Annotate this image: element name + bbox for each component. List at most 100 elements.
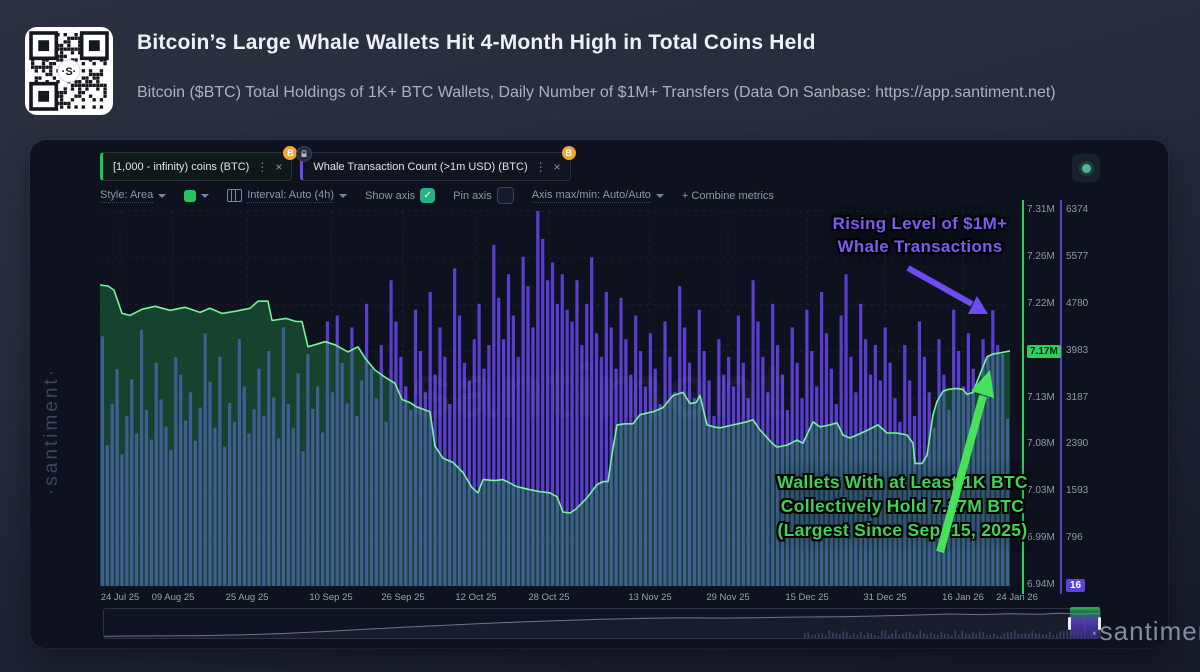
whale-tx-bar — [379, 345, 383, 586]
whale-tx-bar — [154, 362, 158, 586]
date-tick-label: 12 Oct 25 — [455, 592, 497, 603]
whale-tx-bar — [443, 356, 447, 586]
whale-tx-bar — [272, 397, 276, 586]
annotation-wallet-holdings: Wallets With at Least 1K BTC Collectivel… — [730, 470, 1075, 542]
whale-tx-bar — [203, 333, 207, 586]
whale-tx-bar — [727, 356, 731, 586]
whale-tx-bar — [276, 438, 281, 586]
axis-tick-label: 5577 — [1066, 250, 1089, 262]
whale-tx-bar — [325, 321, 330, 586]
whale-tx-bar — [340, 362, 344, 586]
metric-chip-holdings[interactable]: [1,000 - infinity) coins (BTC) ⋮ × B — [100, 146, 298, 181]
whale-tx-bar — [986, 356, 990, 586]
date-tick-label: 24 Jul 25 — [100, 592, 140, 603]
whale-tx-bar — [604, 292, 608, 586]
date-tick-label: 15 Dec 25 — [785, 592, 829, 603]
axis-maxmin-dropdown[interactable]: Axis max/min: Auto/Auto — [531, 188, 664, 203]
whale-tx-bar — [849, 356, 853, 586]
chip-close-icon[interactable]: × — [553, 159, 561, 174]
date-tick-label: 13 Nov 25 — [628, 592, 672, 603]
whale-tx-bar — [780, 374, 785, 586]
annotation-line: Collectively Hold 7.17M BTC — [780, 496, 1025, 516]
show-axis-toggle[interactable]: Show axis ✓ — [365, 188, 436, 203]
bitcoin-badge-icon: B — [561, 146, 576, 160]
whale-tx-bar — [736, 315, 741, 586]
show-axis-label: Show axis — [365, 189, 416, 202]
whale-tx-bar — [741, 362, 745, 586]
show-axis-checkbox[interactable]: ✓ — [420, 188, 436, 203]
minimap-handle-left[interactable] — [1068, 617, 1072, 630]
chip-menu-icon[interactable]: ⋮ — [534, 159, 547, 174]
live-indicator-button[interactable] — [1072, 154, 1100, 182]
holdings-current-badge: 7.17M — [1027, 344, 1061, 358]
metric-chip-transactions[interactable]: Whale Transaction Count (>1m USD) (BTC) … — [296, 146, 576, 181]
axis-tick-label: 7.03M — [1027, 485, 1055, 497]
whale-tx-bar — [585, 303, 589, 586]
annotation-line: (Largest Since Sep. 15, 2025) — [777, 520, 1028, 540]
whale-tx-bar — [433, 374, 437, 586]
page-title: Bitcoin’s Large Whale Wallets Hit 4-Mont… — [137, 31, 816, 54]
color-dropdown[interactable] — [184, 189, 210, 202]
whale-tx-bar — [932, 427, 936, 586]
holdings-area — [100, 285, 1010, 586]
whale-tx-bar — [208, 381, 212, 586]
whale-tx-bar — [868, 374, 873, 586]
whale-tx-bar — [389, 280, 393, 586]
whale-tx-bar — [267, 351, 271, 586]
chip-menu-icon[interactable]: ⋮ — [256, 159, 269, 174]
whale-tx-bar — [404, 386, 408, 586]
whale-tx-bar — [110, 404, 114, 586]
whale-tx-bar — [183, 420, 188, 586]
pin-axis-toggle[interactable]: Pin axis — [453, 187, 514, 204]
minimap-handle-right[interactable] — [1098, 617, 1101, 630]
side-brand-text: ·santiment· — [41, 366, 62, 496]
whale-tx-bar — [653, 368, 657, 586]
date-axis: 24 Jul 25 09 Aug 25 25 Aug 25 10 Sep 25 26 S… — [100, 592, 1038, 606]
whale-tx-bar — [912, 415, 917, 586]
whale-tx-bar — [242, 386, 246, 586]
whale-tx-bar — [991, 310, 995, 586]
whale-tx-bar — [766, 392, 770, 586]
svg-text:·S·: ·S· — [62, 66, 77, 78]
whale-tx-bar — [903, 345, 907, 586]
whale-tx-bar — [364, 303, 369, 586]
interval-dropdown[interactable]: Interval: Auto (4h) — [227, 189, 348, 203]
date-tick-label: 31 Dec 25 — [863, 592, 907, 603]
metric-chip-label: [1,000 - infinity) coins (BTC) — [113, 160, 250, 173]
whale-tx-bar — [193, 440, 197, 586]
combine-metrics-button[interactable]: + Combine metrics — [682, 190, 774, 202]
whale-tx-bar — [555, 303, 559, 586]
whale-tx-bar — [771, 303, 775, 586]
whale-tx-bar — [247, 433, 251, 586]
axis-tick-label: 7.22M — [1027, 297, 1055, 309]
date-tick-label: 10 Sep 25 — [309, 592, 353, 603]
whale-tx-bar — [477, 303, 481, 586]
date-tick-label: 28 Oct 25 — [528, 592, 570, 603]
whale-tx-bar — [678, 286, 682, 586]
whale-tx-bar — [839, 315, 843, 586]
whale-tx-bar — [174, 356, 178, 586]
chip-close-icon[interactable]: × — [275, 159, 283, 174]
whale-tx-bar — [560, 274, 564, 586]
pin-axis-checkbox[interactable] — [496, 187, 514, 204]
minimap-selection-body[interactable] — [1070, 607, 1100, 639]
whale-tx-bar — [1005, 418, 1010, 586]
whale-tx-bar — [345, 403, 349, 586]
chevron-down-icon — [158, 193, 167, 198]
whale-tx-bar — [394, 321, 398, 586]
whale-tx-bar — [785, 410, 789, 586]
style-dropdown[interactable]: Style: Area — [100, 189, 167, 203]
minimap-selection[interactable] — [1070, 607, 1100, 639]
whale-tx-bar — [487, 345, 491, 586]
whale-tx-bar — [829, 368, 833, 586]
whale-tx-bar — [438, 327, 442, 586]
whale-tx-bar — [922, 356, 926, 586]
timeline-minimap[interactable] — [103, 607, 1101, 639]
whale-tx-bar — [428, 292, 432, 586]
axis-tick-label: 3983 — [1066, 344, 1089, 356]
axis-maxmin-label: Axis max/min: Auto/Auto — [531, 188, 651, 203]
whale-tx-bar — [702, 351, 706, 586]
lock-icon — [296, 146, 313, 162]
date-tick-label: 29 Nov 25 — [706, 592, 750, 603]
